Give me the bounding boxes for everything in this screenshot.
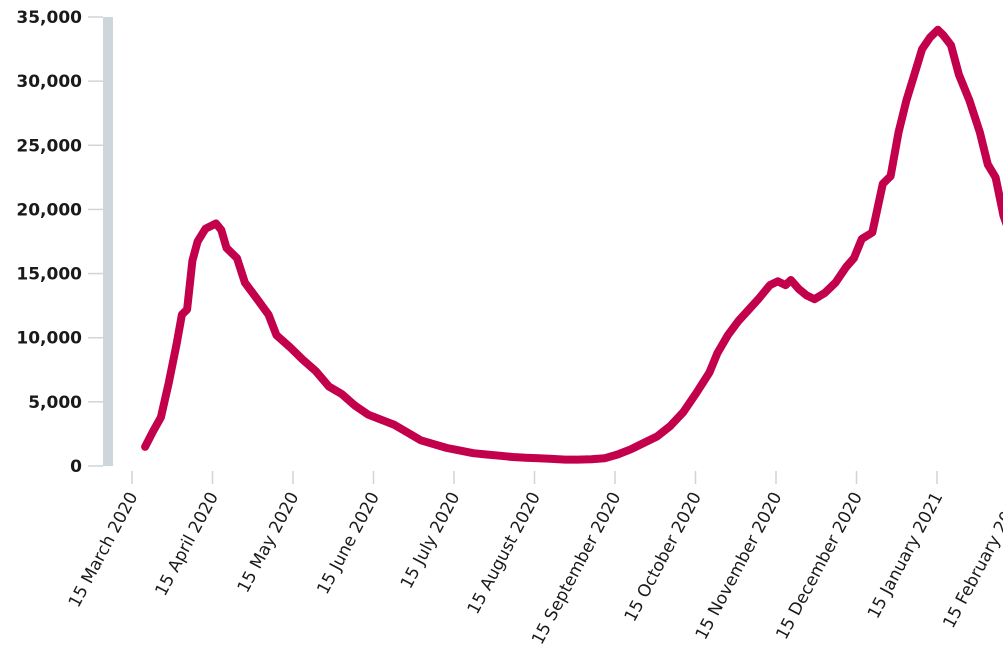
x-tick-label: 15 May 2020 <box>234 489 304 596</box>
y-axis: 0 5,000 10,000 15,000 20,000 25,000 30,000 35,0… <box>16 8 103 477</box>
x-tick-label: 15 June 2020 <box>313 489 384 598</box>
x-tick-label: 15 October 2020 <box>621 489 706 625</box>
x-tick-label: 15 November 2020 <box>692 489 787 643</box>
y-tick-label: 15,000 <box>16 265 82 285</box>
series-line <box>141 25 1003 464</box>
y-tick-label: 5,000 <box>28 393 82 413</box>
y-tick-label: 0 <box>70 457 82 477</box>
x-tick-label: 15 September 2020 <box>528 489 625 648</box>
y-tick-label: 25,000 <box>16 136 82 156</box>
y-tick-label: 35,000 <box>16 8 82 28</box>
x-tick-label: 15 July 2020 <box>397 489 465 592</box>
x-tick-label: 15 April 2020 <box>151 489 222 600</box>
x-tick-label: 15 August 2020 <box>464 489 545 618</box>
y-tick-label: 10,000 <box>16 329 82 349</box>
y-tick-label: 20,000 <box>16 200 82 220</box>
x-tick-label: 15 February 2021 <box>939 489 1003 632</box>
y-axis-bar <box>103 17 113 466</box>
y-tick-label: 30,000 <box>16 72 82 92</box>
x-tick-label: 15 December 2020 <box>772 489 867 643</box>
x-tick-label: 15 March 2020 <box>65 489 143 611</box>
plot-area <box>141 25 1003 464</box>
x-tick-label: 15 January 2021 <box>864 489 947 622</box>
x-axis: 15 March 2020 15 April 2020 15 May 2020 15 … <box>65 471 1003 648</box>
